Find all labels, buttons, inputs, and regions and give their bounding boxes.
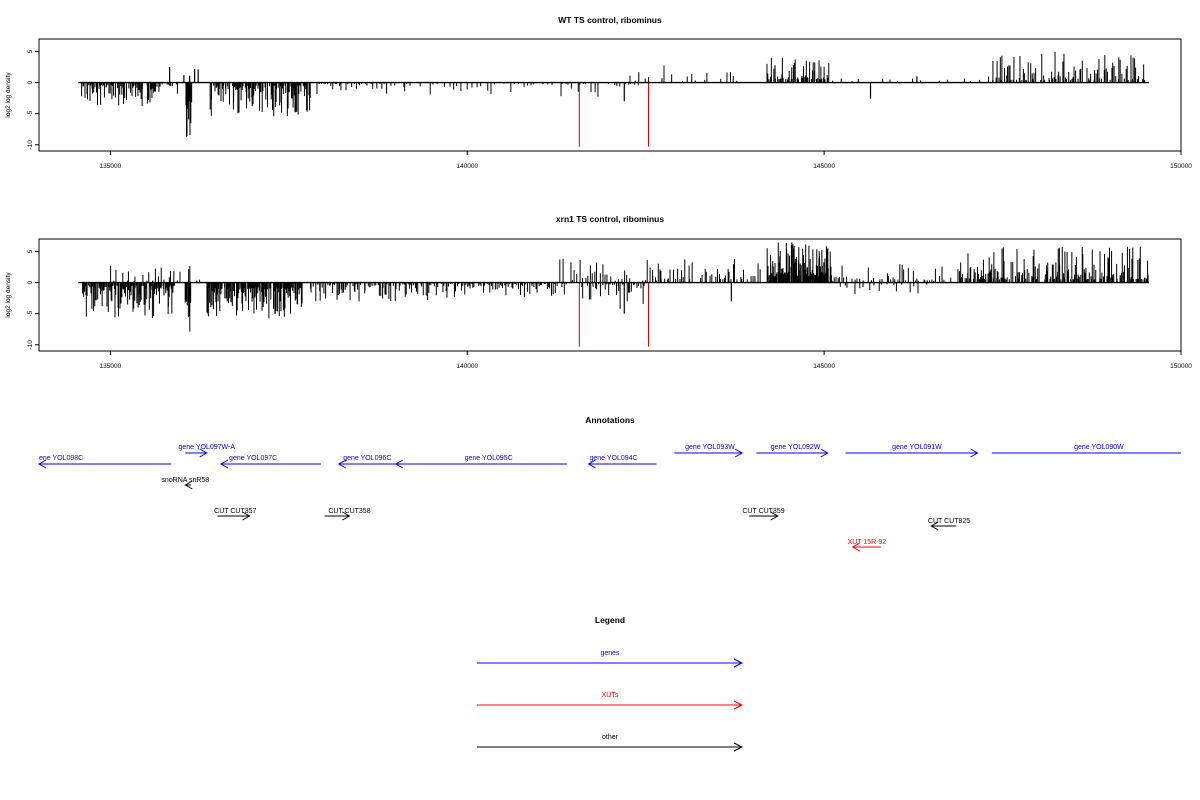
feature-arrowhead — [394, 459, 404, 469]
feature-gene-yol093w: gene YOL093W — [674, 444, 744, 458]
y-axis: 5 0 -5 -10 — [27, 249, 39, 349]
feature-gene-yol094c: gene YOL094C — [587, 455, 657, 469]
feature-cut-cut357: CUT CUT357 — [214, 508, 257, 521]
feature-label: gene YOL096C — [343, 455, 391, 462]
feature-arrowhead — [587, 459, 596, 469]
legend-arrowhead — [733, 658, 744, 668]
coverage-panel-wt: WT TS control, ribominus log2 log densit… — [5, 15, 1192, 170]
feature-arrowhead — [342, 511, 351, 521]
feature-label: gene YOL093W — [685, 444, 735, 451]
feature-label: gene YOL094C — [589, 455, 637, 462]
feature-list: ene YOL098C gene YOL097W-A gene YOL097C gen… — [37, 444, 1181, 552]
coverage-panel-xrn1: xrn1 TS control, ribominus log2 log dens… — [5, 214, 1192, 370]
plot-frame — [38, 238, 1182, 352]
feature-label: gene YOL097C — [229, 455, 277, 462]
feature-gene-yol090w: gene YOL090W — [991, 444, 1181, 454]
feature-arrowhead — [337, 459, 347, 469]
annotations-track: Annotations ene YOL098C gene YOL097W-A gen… — [37, 415, 1181, 552]
panel-title: WT TS control, ribominus — [558, 15, 662, 25]
y-axis-label: log2 log density — [5, 272, 12, 318]
feature-label: CUT CUT359 — [742, 508, 784, 515]
feature-label: gene YOL097W-A — [178, 444, 235, 451]
feature-cut-cut359: CUT CUT359 — [742, 508, 785, 521]
feature-label: CUT CUT825 — [928, 518, 970, 525]
feature-gene-yol092w: gene YOL092W — [756, 444, 829, 458]
feature-arrowhead — [219, 459, 229, 469]
feature-arrowhead — [734, 448, 744, 458]
feature-label: gene YOL095C — [465, 455, 513, 462]
y-axis-label: log2 log density — [5, 72, 12, 118]
coverage-bars — [82, 242, 1149, 347]
x-tick-label: 135000 — [100, 163, 122, 170]
x-tick-label: 150000 — [1170, 363, 1192, 370]
legend-item-xuts: XUTs — [477, 692, 744, 710]
y-tick-label: 5 — [27, 49, 34, 53]
feature-label: snoRNA snR58 — [161, 477, 209, 484]
y-axis: 5 0 -5 -10 — [27, 49, 39, 149]
feature-label: gene YOL091W — [892, 444, 942, 451]
feature-snorna-snr58: snoRNA snR58 — [161, 477, 209, 490]
legend-items: genes XUTs other — [477, 650, 744, 752]
x-tick-label: 150000 — [1170, 163, 1192, 170]
y-tick-label: -10 — [27, 340, 34, 350]
feature-gene-yol095c: gene YOL095C — [394, 455, 568, 469]
x-tick-label: 140000 — [456, 363, 478, 370]
y-tick-label: -5 — [27, 110, 34, 116]
feature-gene-yol096c: gene YOL096C — [337, 455, 396, 469]
feature-arrowhead — [199, 448, 208, 458]
coverage-bars — [81, 51, 1146, 147]
x-axis: 135000 140000 145000 150000 — [100, 351, 1192, 370]
x-tick-label: 145000 — [813, 363, 835, 370]
feature-arrowhead — [770, 511, 779, 521]
legend-arrowhead — [733, 700, 744, 710]
feature-arrowhead — [851, 542, 860, 552]
legend-arrowhead — [733, 742, 744, 752]
y-tick-label: 0 — [27, 80, 34, 84]
feature-ene-yol098c: ene YOL098C — [37, 455, 172, 469]
feature-arrowhead — [970, 448, 979, 458]
legend-title: Legend — [595, 615, 625, 625]
feature-gene-yol091w: gene YOL091W — [845, 444, 979, 458]
feature-arrowhead — [242, 511, 251, 521]
x-tick-label: 145000 — [813, 163, 835, 170]
legend-item-other: other — [477, 734, 744, 752]
feature-arrowhead — [820, 448, 829, 458]
feature-label: CUT CUT357 — [214, 508, 256, 515]
y-tick-label: -10 — [27, 140, 34, 150]
x-tick-label: 135000 — [100, 363, 122, 370]
feature-gene-yol097w-a: gene YOL097W-A — [178, 444, 235, 458]
legend-item-genes: genes — [477, 650, 744, 668]
feature-xut-15r-92: XUT 15R-92 — [848, 539, 887, 552]
feature-arrowhead — [184, 480, 193, 490]
y-tick-label: 0 — [27, 280, 34, 284]
x-axis: 135000 140000 145000 150000 — [100, 151, 1192, 170]
panel-title: xrn1 TS control, ribominus — [556, 214, 664, 224]
feature-cut-cut358: CUT CUT358 — [324, 508, 371, 521]
feature-label: XUT 15R-92 — [848, 539, 887, 546]
y-tick-label: 5 — [27, 249, 34, 253]
feature-arrowhead — [930, 521, 939, 531]
feature-label: CUT CUT358 — [328, 508, 370, 515]
legend-label: genes — [600, 650, 620, 657]
feature-gene-yol097c: gene YOL097C — [219, 455, 321, 469]
legend-label: other — [602, 734, 619, 741]
annotations-title: Annotations — [585, 415, 635, 425]
legend: Legend genes XUTs other — [477, 615, 744, 752]
legend-label: XUTs — [602, 692, 619, 699]
plot-frame — [38, 38, 1182, 152]
x-tick-label: 140000 — [456, 163, 478, 170]
y-tick-label: -5 — [27, 310, 34, 316]
feature-arrowhead — [37, 459, 47, 469]
feature-cut-cut825: CUT CUT825 — [928, 518, 970, 531]
feature-label: ene YOL098C — [39, 455, 83, 462]
feature-label: gene YOL090W — [1074, 444, 1124, 451]
feature-label: gene YOL092W — [771, 444, 821, 451]
